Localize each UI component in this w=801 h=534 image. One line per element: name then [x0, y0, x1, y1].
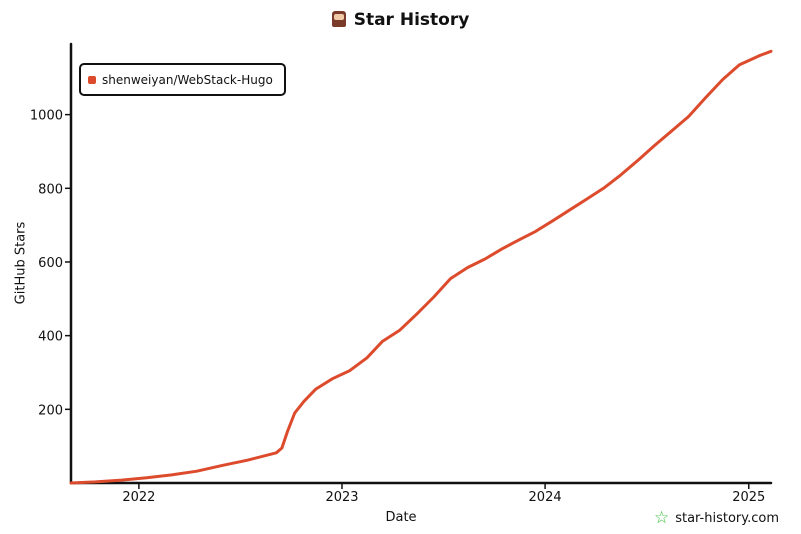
axes — [69, 42, 773, 485]
series-lines — [69, 49, 773, 485]
y-tick-label: 400 — [38, 330, 63, 345]
star-icon: ☆ — [653, 508, 670, 528]
legend-swatch — [88, 75, 96, 84]
chart-title: Star History — [0, 10, 801, 30]
x-tick-label: 2025 — [732, 490, 765, 505]
y-axis-label: GitHub Stars — [13, 221, 29, 305]
x-axis-label: Date — [385, 510, 417, 525]
brand-footer[interactable]: ☆ star-history.com — [654, 510, 779, 527]
chart-title-text: Star History — [353, 10, 470, 30]
y-tick-label: 200 — [38, 403, 63, 418]
y-tick-label: 800 — [38, 182, 63, 197]
brand-text: star-history.com — [675, 511, 779, 526]
series-line — [69, 49, 773, 485]
mascot-icon — [331, 11, 346, 27]
legend-label: shenweiyan/WebStack-Hugo — [102, 72, 273, 87]
x-tick-label: 2024 — [529, 490, 562, 505]
x-tick-label: 2022 — [122, 490, 155, 505]
legend: shenweiyan/WebStack-Hugo — [79, 63, 286, 96]
ticks: 200 400 600 800 1000 2022 2023 2024 2025 — [30, 109, 765, 505]
x-tick-label: 2023 — [325, 490, 358, 505]
y-tick-label: 1000 — [30, 109, 63, 124]
y-tick-label: 600 — [38, 256, 63, 271]
